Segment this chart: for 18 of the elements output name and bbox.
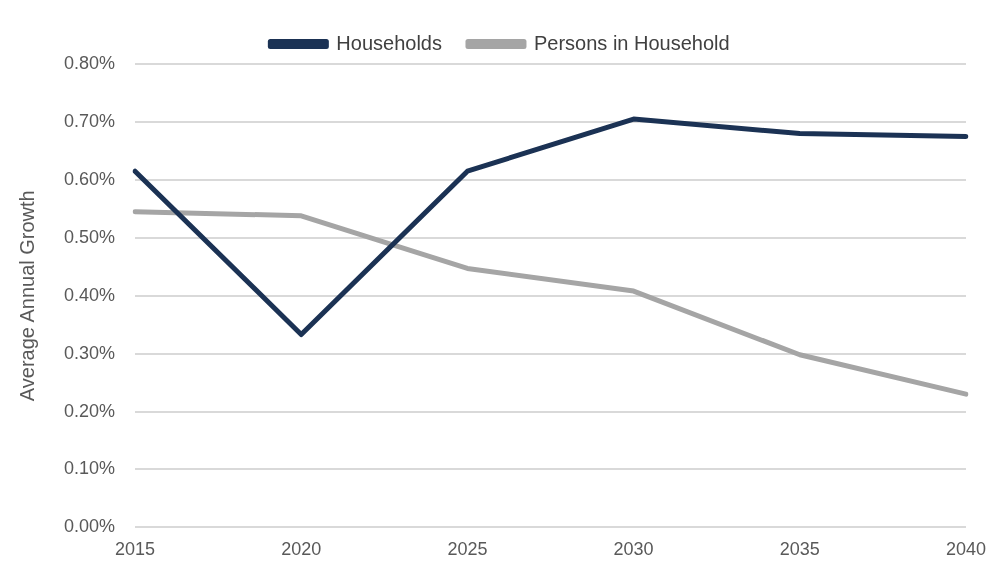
y-tick-label: 0.30% <box>63 342 116 363</box>
x-tick-label: 2030 <box>613 539 654 560</box>
y-tick-label: 0.00% <box>63 516 116 537</box>
legend-label: Households <box>336 31 442 54</box>
x-tick-label: 2020 <box>281 539 322 560</box>
y-axis-title: Average Annual Growth <box>15 190 38 402</box>
x-tick-label: 2025 <box>447 539 488 560</box>
y-tick-label: 0.80% <box>63 52 116 73</box>
y-tick-label: 0.60% <box>63 168 116 189</box>
y-tick-label: 0.70% <box>63 110 116 131</box>
y-tick-label: 0.50% <box>63 226 116 247</box>
y-tick-label: 0.40% <box>63 284 116 305</box>
x-tick-label: 2040 <box>945 539 986 560</box>
x-tick-label: 2035 <box>779 539 820 560</box>
y-tick-label: 0.20% <box>63 400 116 421</box>
x-tick-label: 2015 <box>115 539 156 560</box>
legend-label: Persons in Household <box>533 31 730 54</box>
y-tick-label: 0.10% <box>63 458 116 479</box>
